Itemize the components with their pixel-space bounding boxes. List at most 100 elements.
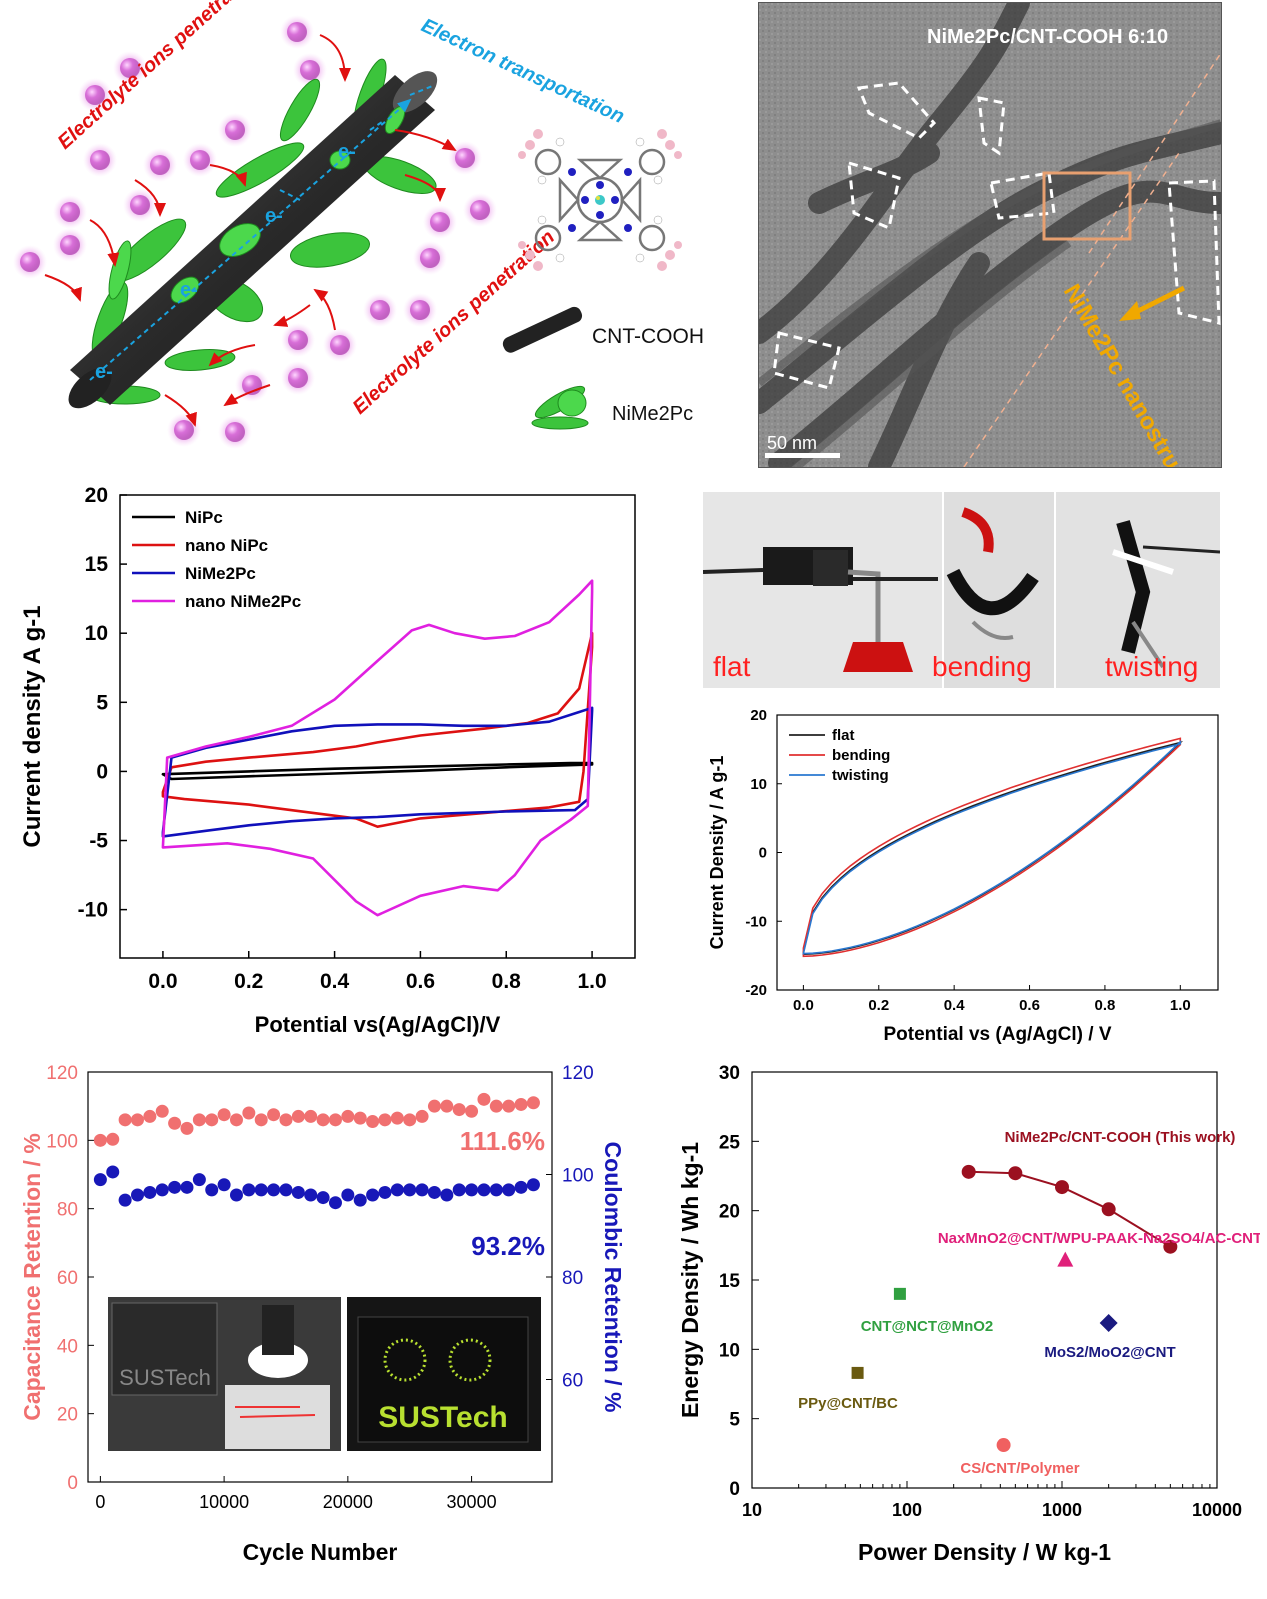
coulombic-point bbox=[205, 1183, 219, 1197]
capacitance-point bbox=[378, 1113, 392, 1127]
y-tick-label: 10 bbox=[750, 776, 767, 793]
capacitance-point bbox=[415, 1109, 429, 1123]
coulombic-point bbox=[168, 1180, 182, 1194]
y-tick-label: 20 bbox=[750, 707, 767, 724]
coulombic-point bbox=[143, 1185, 157, 1199]
ion-icon bbox=[470, 200, 490, 220]
coulombic-point bbox=[390, 1183, 404, 1197]
capacitance-point bbox=[291, 1109, 305, 1123]
cv-curve-0 bbox=[161, 761, 594, 781]
coulombic-point bbox=[93, 1173, 107, 1187]
ion-icon bbox=[288, 330, 308, 350]
capacitance-point bbox=[316, 1113, 330, 1127]
data-point bbox=[961, 1164, 976, 1179]
x-tick-label: 20000 bbox=[323, 1492, 373, 1512]
capacitance-point bbox=[328, 1113, 342, 1127]
coulombic-point bbox=[477, 1183, 491, 1197]
capacitance-point bbox=[366, 1115, 380, 1129]
coulombic-point bbox=[229, 1188, 243, 1202]
ion-icon bbox=[455, 148, 475, 168]
cv-main-chart: 0.0 0.2 0.4 0.6 0.8 1.0 -10 -5 0 5 10 15 20 Potential… bbox=[0, 480, 650, 1040]
data-point bbox=[1008, 1166, 1023, 1181]
coulombic-point bbox=[489, 1183, 503, 1197]
data-point bbox=[996, 1438, 1011, 1453]
photo-label-bending: bending bbox=[932, 651, 1032, 682]
y-tick-label: 10 bbox=[85, 622, 108, 645]
led-photo-right: SUSTech bbox=[347, 1297, 541, 1451]
led-panel-off bbox=[111, 1302, 218, 1396]
capacitance-annotation: 111.6% bbox=[460, 1126, 545, 1156]
nanostructure-outlines bbox=[772, 81, 1221, 390]
tem-figure: NiMe2Pc/CNT-COOH 6:10 NiMe2Pc nanostruct… bbox=[748, 0, 1232, 537]
series-label: MoS2/MoO2@CNT bbox=[1044, 1344, 1175, 1361]
x-axis-label: Power Density / W kg-1 bbox=[858, 1539, 1111, 1565]
ion-icon bbox=[60, 202, 80, 222]
capacitance-point bbox=[403, 1113, 417, 1127]
capacitance-point bbox=[205, 1113, 219, 1127]
y-tick-label: 15 bbox=[719, 1271, 741, 1292]
x-tick-label: 0.8 bbox=[1094, 997, 1115, 1014]
y-tick-label: 0 bbox=[729, 1479, 740, 1500]
cv-flex-curve-2 bbox=[802, 739, 1182, 955]
electron-symbol: e- bbox=[338, 141, 356, 163]
legend-label: bending bbox=[832, 747, 890, 764]
coulombic-point bbox=[118, 1193, 132, 1207]
x-tick-label: 1.0 bbox=[1170, 997, 1191, 1014]
electron-symbols: e- e- e- e- bbox=[95, 141, 356, 383]
coulombic-point bbox=[291, 1185, 305, 1199]
y-tick-label-left: 40 bbox=[57, 1336, 78, 1357]
coulombic-point bbox=[427, 1185, 441, 1199]
data-point bbox=[1057, 1251, 1074, 1267]
x-tick-label: 100 bbox=[892, 1500, 922, 1520]
ion-icon bbox=[90, 150, 110, 170]
y-tick-label: 15 bbox=[85, 553, 109, 576]
y-tick-label: 30 bbox=[719, 1063, 740, 1084]
coulombic-point bbox=[155, 1183, 169, 1197]
y-tick-label: 0 bbox=[759, 845, 767, 862]
legend-label: nano NiPc bbox=[185, 536, 268, 555]
capacitance-point bbox=[341, 1109, 355, 1123]
capacitance-point bbox=[489, 1099, 503, 1113]
thumb-icon bbox=[448, 1338, 492, 1382]
capacitance-point bbox=[353, 1111, 367, 1125]
capacitance-point bbox=[180, 1121, 194, 1135]
ion-icon bbox=[120, 58, 140, 78]
coulombic-point bbox=[341, 1188, 355, 1202]
coulombic-point bbox=[366, 1188, 380, 1202]
thumb-icon bbox=[383, 1338, 427, 1382]
series-label: CNT@NCT@MnO2 bbox=[861, 1318, 994, 1335]
ragone-svg: 10 100 1000 10000 0 5 10 15 20 25 30 Power Density … bbox=[677, 1063, 1262, 1565]
capacitance-point bbox=[106, 1132, 120, 1146]
ion-icon bbox=[60, 235, 80, 255]
x-tick-label: 0.0 bbox=[793, 997, 814, 1014]
legend-label: NiMe2Pc bbox=[185, 564, 256, 583]
y-axis-label: Current density A g-1 bbox=[19, 605, 46, 847]
legend-label: flat bbox=[832, 727, 855, 744]
capacitance-point bbox=[514, 1097, 528, 1111]
electron-symbol: e- bbox=[265, 205, 283, 227]
coulombic-point bbox=[440, 1188, 454, 1202]
cv-curve-3 bbox=[161, 579, 594, 917]
flexibility-photos: flat bending twisting bbox=[702, 492, 1221, 688]
electron-label: Electron transportation bbox=[418, 15, 628, 128]
y-tick-label: 25 bbox=[719, 1132, 741, 1153]
led-panel-on bbox=[357, 1316, 529, 1443]
y-axis-label-right: Coulombic Retention / % bbox=[600, 1142, 626, 1413]
coulombic-point bbox=[242, 1183, 256, 1197]
coulombic-point bbox=[316, 1191, 330, 1205]
capacitance-point bbox=[229, 1113, 243, 1127]
capacitance-point bbox=[279, 1113, 293, 1127]
legend-label: NiPc bbox=[185, 508, 223, 527]
capacitance-point bbox=[526, 1096, 540, 1110]
x-tick-label: 0.4 bbox=[320, 970, 350, 993]
coulombic-point bbox=[267, 1183, 281, 1197]
plot-frame bbox=[119, 494, 636, 959]
x-tick-label: 10000 bbox=[1192, 1500, 1242, 1520]
capacitance-point bbox=[143, 1109, 157, 1123]
x-tick-label: 10000 bbox=[199, 1492, 249, 1512]
capacitance-point bbox=[390, 1111, 404, 1125]
series-label: PPy@CNT/BC bbox=[798, 1395, 898, 1412]
coulombic-point bbox=[304, 1188, 318, 1202]
zoom-box bbox=[1042, 171, 1132, 241]
capacitance-point bbox=[192, 1113, 206, 1127]
